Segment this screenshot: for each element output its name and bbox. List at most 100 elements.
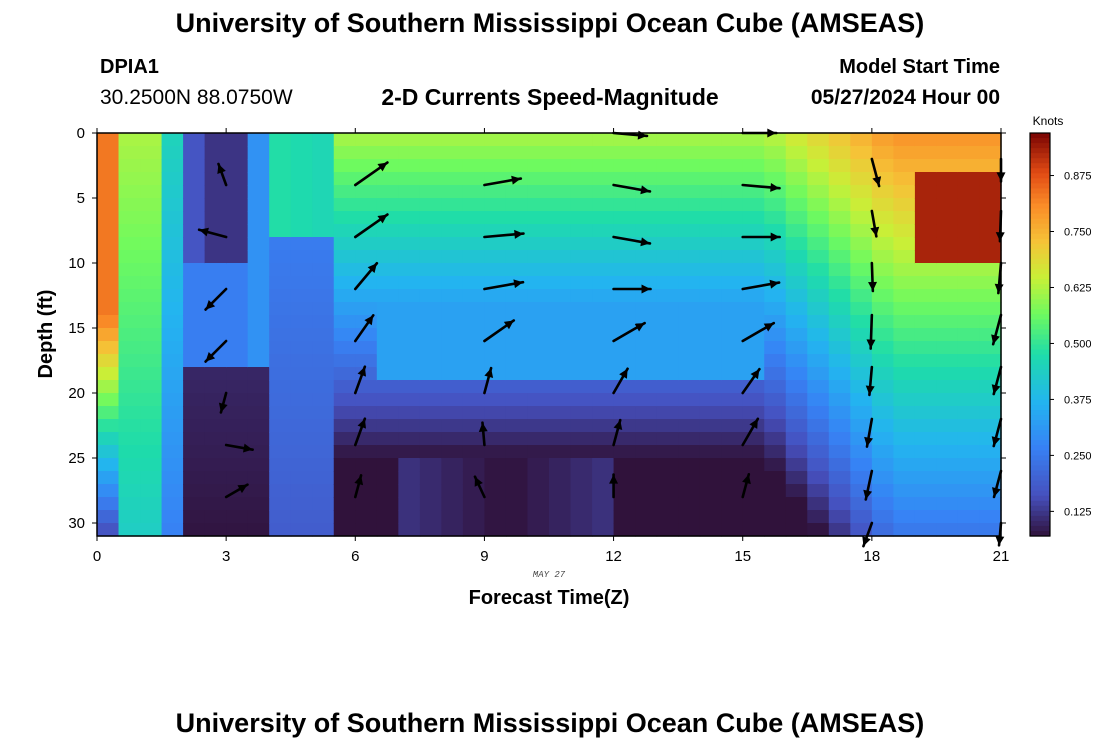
date-label: MAY 27: [533, 570, 566, 580]
heatmap-cell: [462, 497, 486, 511]
current-arrow: [483, 366, 494, 395]
current-arrow: [991, 417, 1003, 448]
colorbar-cell: [1030, 510, 1050, 517]
heatmap-cell: [807, 198, 830, 212]
heatmap-cell: [290, 367, 313, 381]
heatmap-cell: [678, 393, 701, 407]
heatmap-cell: [355, 302, 378, 316]
heatmap-cell: [161, 198, 184, 212]
heatmap-cell: [505, 146, 529, 160]
heatmap-cell: [699, 211, 722, 225]
current-arrow: [991, 365, 1003, 396]
heatmap-cell: [290, 185, 313, 199]
colorbar-cell: [1030, 530, 1050, 537]
heatmap-cell: [936, 185, 959, 199]
heatmap-cell: [957, 484, 981, 498]
heatmap-cell: [247, 315, 270, 329]
heatmap-cell: [376, 523, 399, 537]
heatmap-cell: [828, 380, 851, 394]
heatmap-cell: [807, 497, 830, 511]
heatmap-cell: [721, 250, 744, 264]
heatmap-cell: [161, 497, 184, 511]
heatmap-cell: [613, 393, 636, 407]
heatmap-cell: [312, 510, 335, 524]
colorbar-cell: [1030, 334, 1050, 341]
heatmap-cell: [161, 367, 184, 381]
heatmap-cell: [979, 146, 1002, 160]
heatmap-cell: [570, 146, 593, 160]
heatmap-cell: [527, 302, 550, 316]
heatmap-cell: [441, 250, 464, 264]
heatmap-cell: [97, 289, 120, 303]
heatmap-cell: [936, 198, 959, 212]
heatmap-cell: [204, 393, 227, 407]
heatmap-cell: [269, 523, 292, 537]
heatmap-cell: [807, 237, 830, 251]
colorbar-cell: [1030, 465, 1050, 472]
heatmap-cell: [419, 315, 442, 329]
current-arrow: [992, 469, 1003, 499]
heatmap-cell: [247, 471, 270, 485]
heatmap-cell: [118, 185, 141, 199]
heatmap-cell: [807, 432, 830, 446]
heatmap-cell: [333, 380, 356, 394]
heatmap-cell: [764, 211, 787, 225]
heatmap-cell: [183, 276, 206, 290]
heatmap-cell: [721, 354, 744, 368]
heatmap-cell: [527, 198, 550, 212]
heatmap-cell: [161, 484, 184, 498]
heatmap-cell: [441, 471, 464, 485]
heatmap-cell: [721, 510, 744, 524]
heatmap-cell: [118, 276, 141, 290]
heatmap-cell: [979, 224, 1002, 238]
heatmap-cell: [269, 211, 292, 225]
heatmap-cell: [247, 289, 270, 303]
heatmap-cell: [140, 172, 163, 186]
heatmap-cell: [742, 172, 765, 186]
heatmap-cell: [570, 393, 593, 407]
heatmap-cell: [462, 341, 486, 355]
heatmap-cell: [441, 198, 464, 212]
heatmap-cell: [957, 289, 981, 303]
heatmap-cell: [893, 276, 916, 290]
heatmap-cell: [333, 471, 356, 485]
heatmap-cell: [592, 328, 615, 342]
heatmap-cell: [269, 276, 292, 290]
heatmap-cell: [419, 276, 442, 290]
x-tick-label: 3: [222, 548, 230, 565]
heatmap-cell: [140, 289, 163, 303]
heatmap-cell: [97, 484, 120, 498]
heatmap-cell: [936, 406, 959, 420]
heatmap-cell: [721, 237, 744, 251]
colorbar-cell: [1030, 505, 1050, 512]
heatmap-cell: [312, 406, 335, 420]
heatmap-cell: [269, 263, 292, 277]
heatmap-cell: [183, 484, 206, 498]
heatmap-cell: [269, 471, 292, 485]
heatmap-cell: [785, 250, 808, 264]
heatmap-cell: [979, 341, 1002, 355]
heatmap-cell: [807, 445, 830, 459]
heatmap-cell: [678, 237, 701, 251]
heatmap-cell: [957, 250, 981, 264]
heatmap-cell: [850, 471, 873, 485]
heatmap-cell: [247, 406, 270, 420]
heatmap-cell: [355, 458, 378, 472]
heatmap-cell: [247, 341, 270, 355]
heatmap-cell: [635, 458, 658, 472]
heatmap-cell: [699, 289, 722, 303]
heatmap-cell: [828, 445, 851, 459]
heatmap-cell: [97, 224, 120, 238]
heatmap-cell: [269, 341, 292, 355]
heatmap-cell: [183, 237, 206, 251]
current-arrow: [741, 472, 751, 499]
heatmap-cell: [161, 146, 184, 160]
heatmap-cell: [290, 354, 313, 368]
heatmap-cell: [742, 510, 765, 524]
heatmap-cell: [398, 224, 421, 238]
heatmap-cell: [742, 224, 765, 238]
heatmap-cell: [785, 354, 808, 368]
heatmap-cell: [97, 458, 120, 472]
heatmap-cell: [914, 289, 938, 303]
colorbar-cell: [1030, 319, 1050, 326]
